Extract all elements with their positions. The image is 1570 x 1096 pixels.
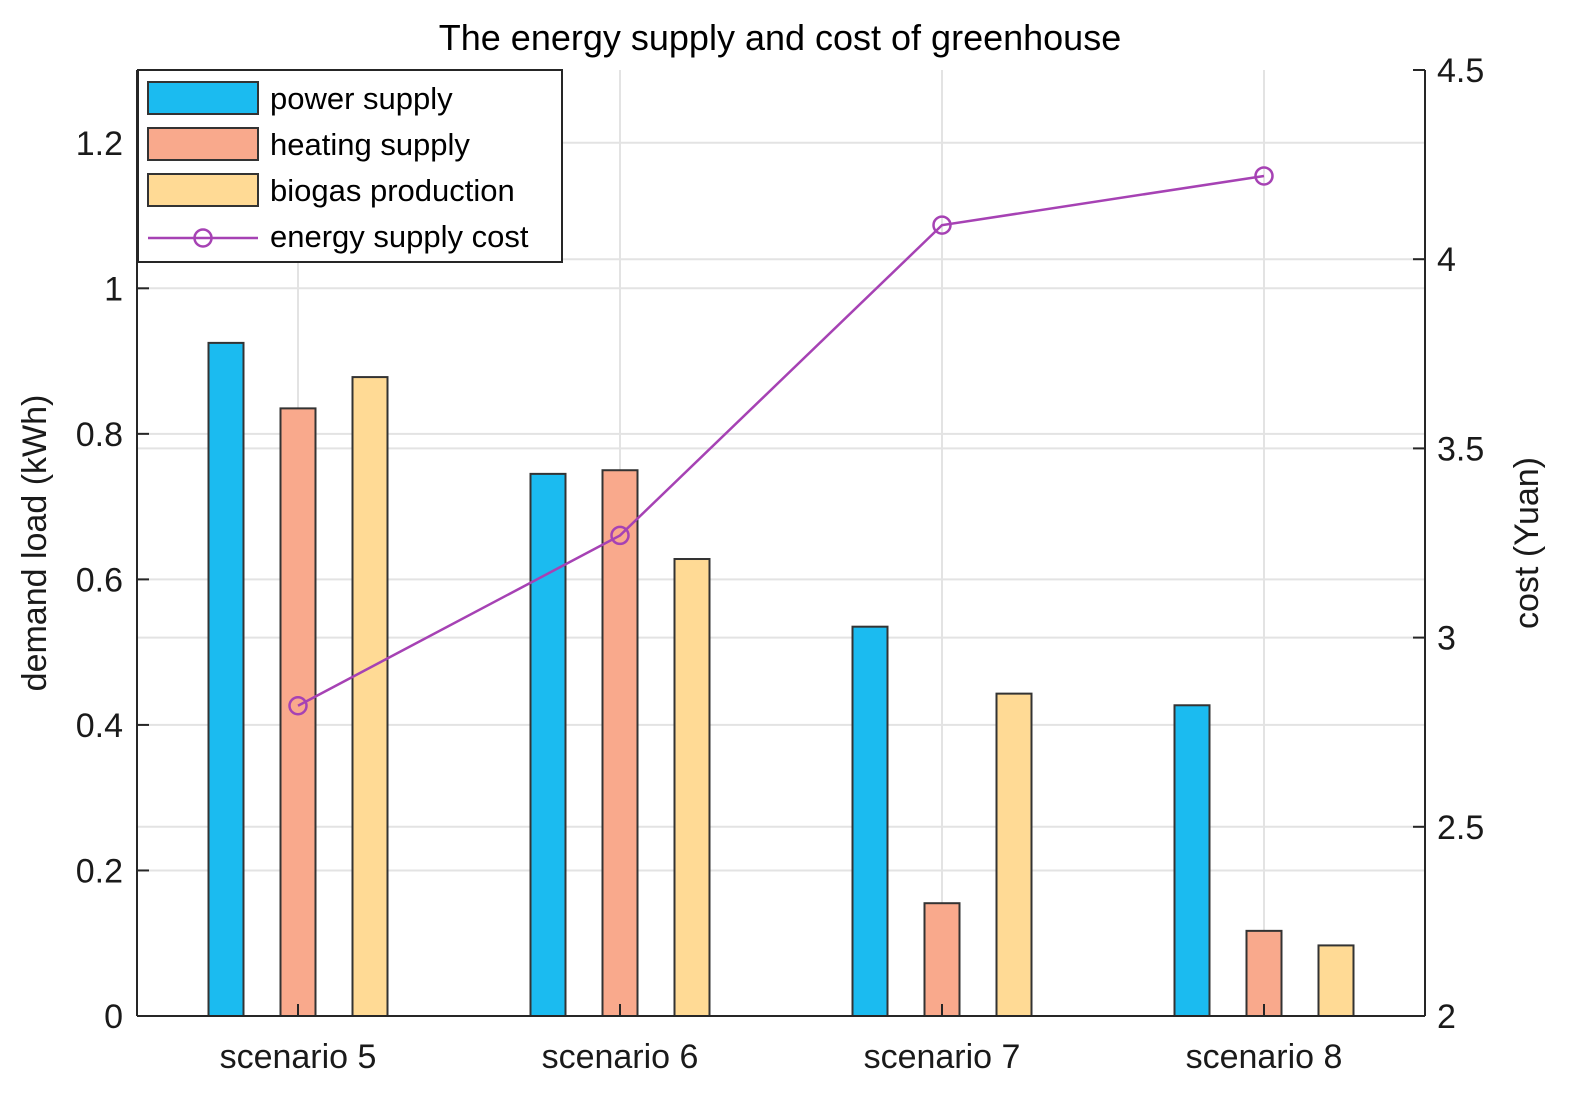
bar-heating-supply-3 [923, 902, 961, 1018]
y-left-tick-label: 0.8 [76, 416, 123, 454]
bar-power-supply-3 [851, 625, 889, 1018]
marker-energy-supply-cost-1 [288, 695, 308, 716]
y-right-tick-label: 4.5 [1437, 52, 1484, 90]
bar-power-supply-1 [207, 341, 245, 1017]
legend-marker-energy-supply-cost [193, 228, 213, 248]
y-axis-left-label: demand load (kWh) [16, 395, 54, 692]
legend-swatch-heating-supply [147, 127, 259, 161]
y-right-tick-label: 3.5 [1437, 430, 1484, 468]
y-right-tick-label: 2.5 [1437, 809, 1484, 847]
y-left-tick-label: 1.2 [76, 125, 123, 163]
bar-biogas-production-1 [351, 376, 389, 1017]
bar-power-supply-2 [529, 472, 567, 1018]
y-right-tick-label: 3 [1437, 620, 1456, 658]
bar-heating-supply-1 [279, 407, 317, 1017]
x-tick-label: scenario 7 [864, 1038, 1021, 1076]
legend-label-heating-supply: heating supply [270, 127, 470, 162]
bar-heating-supply-4 [1245, 929, 1283, 1017]
legend-label-biogas-production: biogas production [270, 173, 515, 208]
bar-biogas-production-4 [1317, 944, 1355, 1017]
legend-label-power-supply: power supply [270, 81, 453, 116]
legend: power supply heating supply biogas product… [137, 69, 563, 263]
y-left-tick-label: 0 [104, 998, 123, 1036]
line-energy-supply-cost [297, 174, 1265, 707]
marker-energy-supply-cost-3 [932, 215, 952, 235]
y-left-tick-label: 0.6 [76, 561, 123, 599]
marker-energy-supply-cost-4 [1254, 166, 1274, 186]
x-tick-label: scenario 8 [1186, 1038, 1343, 1076]
legend-swatch-power-supply [147, 81, 259, 115]
marker-energy-supply-cost-2 [610, 525, 630, 546]
plot-area: 0 0.2 0.4 0.6 0.8 1 1.2 2 2.5 3 3.5 4 4.5 scenario 5 s… [76, 52, 1485, 1076]
y-axis-right-label: cost (Yuan) [1508, 457, 1546, 629]
y-left-tick-label: 0.2 [76, 852, 123, 890]
y-left-tick-label: 1 [104, 270, 123, 308]
bar-heating-supply-2 [601, 469, 639, 1017]
y-right-tick-label: 2 [1437, 998, 1456, 1036]
bar-power-supply-4 [1173, 704, 1211, 1017]
chart-title: The energy supply and cost of greenhouse [439, 17, 1121, 58]
x-tick-label: scenario 5 [220, 1038, 377, 1076]
y-left-tick-label: 0.4 [76, 707, 123, 745]
bar-biogas-production-3 [995, 692, 1033, 1018]
x-tick-label: scenario 6 [542, 1038, 699, 1076]
legend-swatch-biogas-production [147, 173, 259, 207]
bar-biogas-production-2 [673, 558, 711, 1017]
legend-label-energy-supply-cost: energy supply cost [270, 219, 529, 254]
y-right-tick-label: 4 [1437, 241, 1456, 279]
